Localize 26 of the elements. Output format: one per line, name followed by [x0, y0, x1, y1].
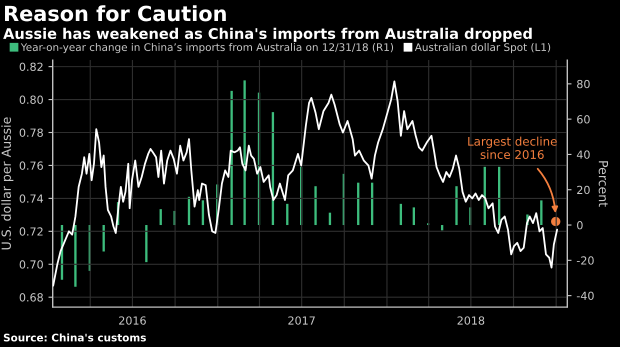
y2-tick-label: 20: [577, 186, 590, 194]
source-note: Source: China's customs: [4, 333, 146, 342]
y-tick-label: 0.78: [20, 128, 43, 137]
legend-label: Australian dollar Spot (L1): [414, 43, 550, 54]
y2-tick-label: 80: [577, 80, 590, 88]
y-tick-label: 0.74: [20, 194, 44, 203]
y2-tick-label: -40: [576, 292, 594, 300]
y2-tick-label: -20: [576, 256, 594, 265]
annotation: Largest decline since 2016: [468, 136, 557, 160]
y-axis-title: U.S. dollar per Aussie: [1, 117, 14, 250]
y2-tick-label: 60: [577, 115, 590, 124]
y2-tick-label: 0: [577, 221, 583, 230]
y-tick-label: 0.80: [20, 96, 43, 104]
x-tick-label: 2016: [119, 316, 146, 325]
y-tick-label: 0.70: [20, 260, 43, 269]
x-tick-label: 2017: [288, 316, 315, 325]
y-tick-label: 0.82: [20, 62, 43, 71]
y-tick-label: 0.68: [20, 293, 43, 302]
y2-tick-label: 40: [576, 150, 590, 159]
y-tick-label: 0.72: [20, 227, 43, 236]
y2-axis-title: Percent: [598, 161, 608, 207]
x-tick-label: 2018: [458, 316, 484, 325]
y-tick-label: 0.76: [20, 161, 43, 170]
chart-subtitle: Aussie has weakened as China's imports from Australia dropped: [3, 28, 532, 42]
chart-title: Reason for Caution: [5, 5, 226, 22]
legend-label: Year-on-year change in China’s imports from Australia on 12/31/18 (R1): [20, 43, 394, 54]
